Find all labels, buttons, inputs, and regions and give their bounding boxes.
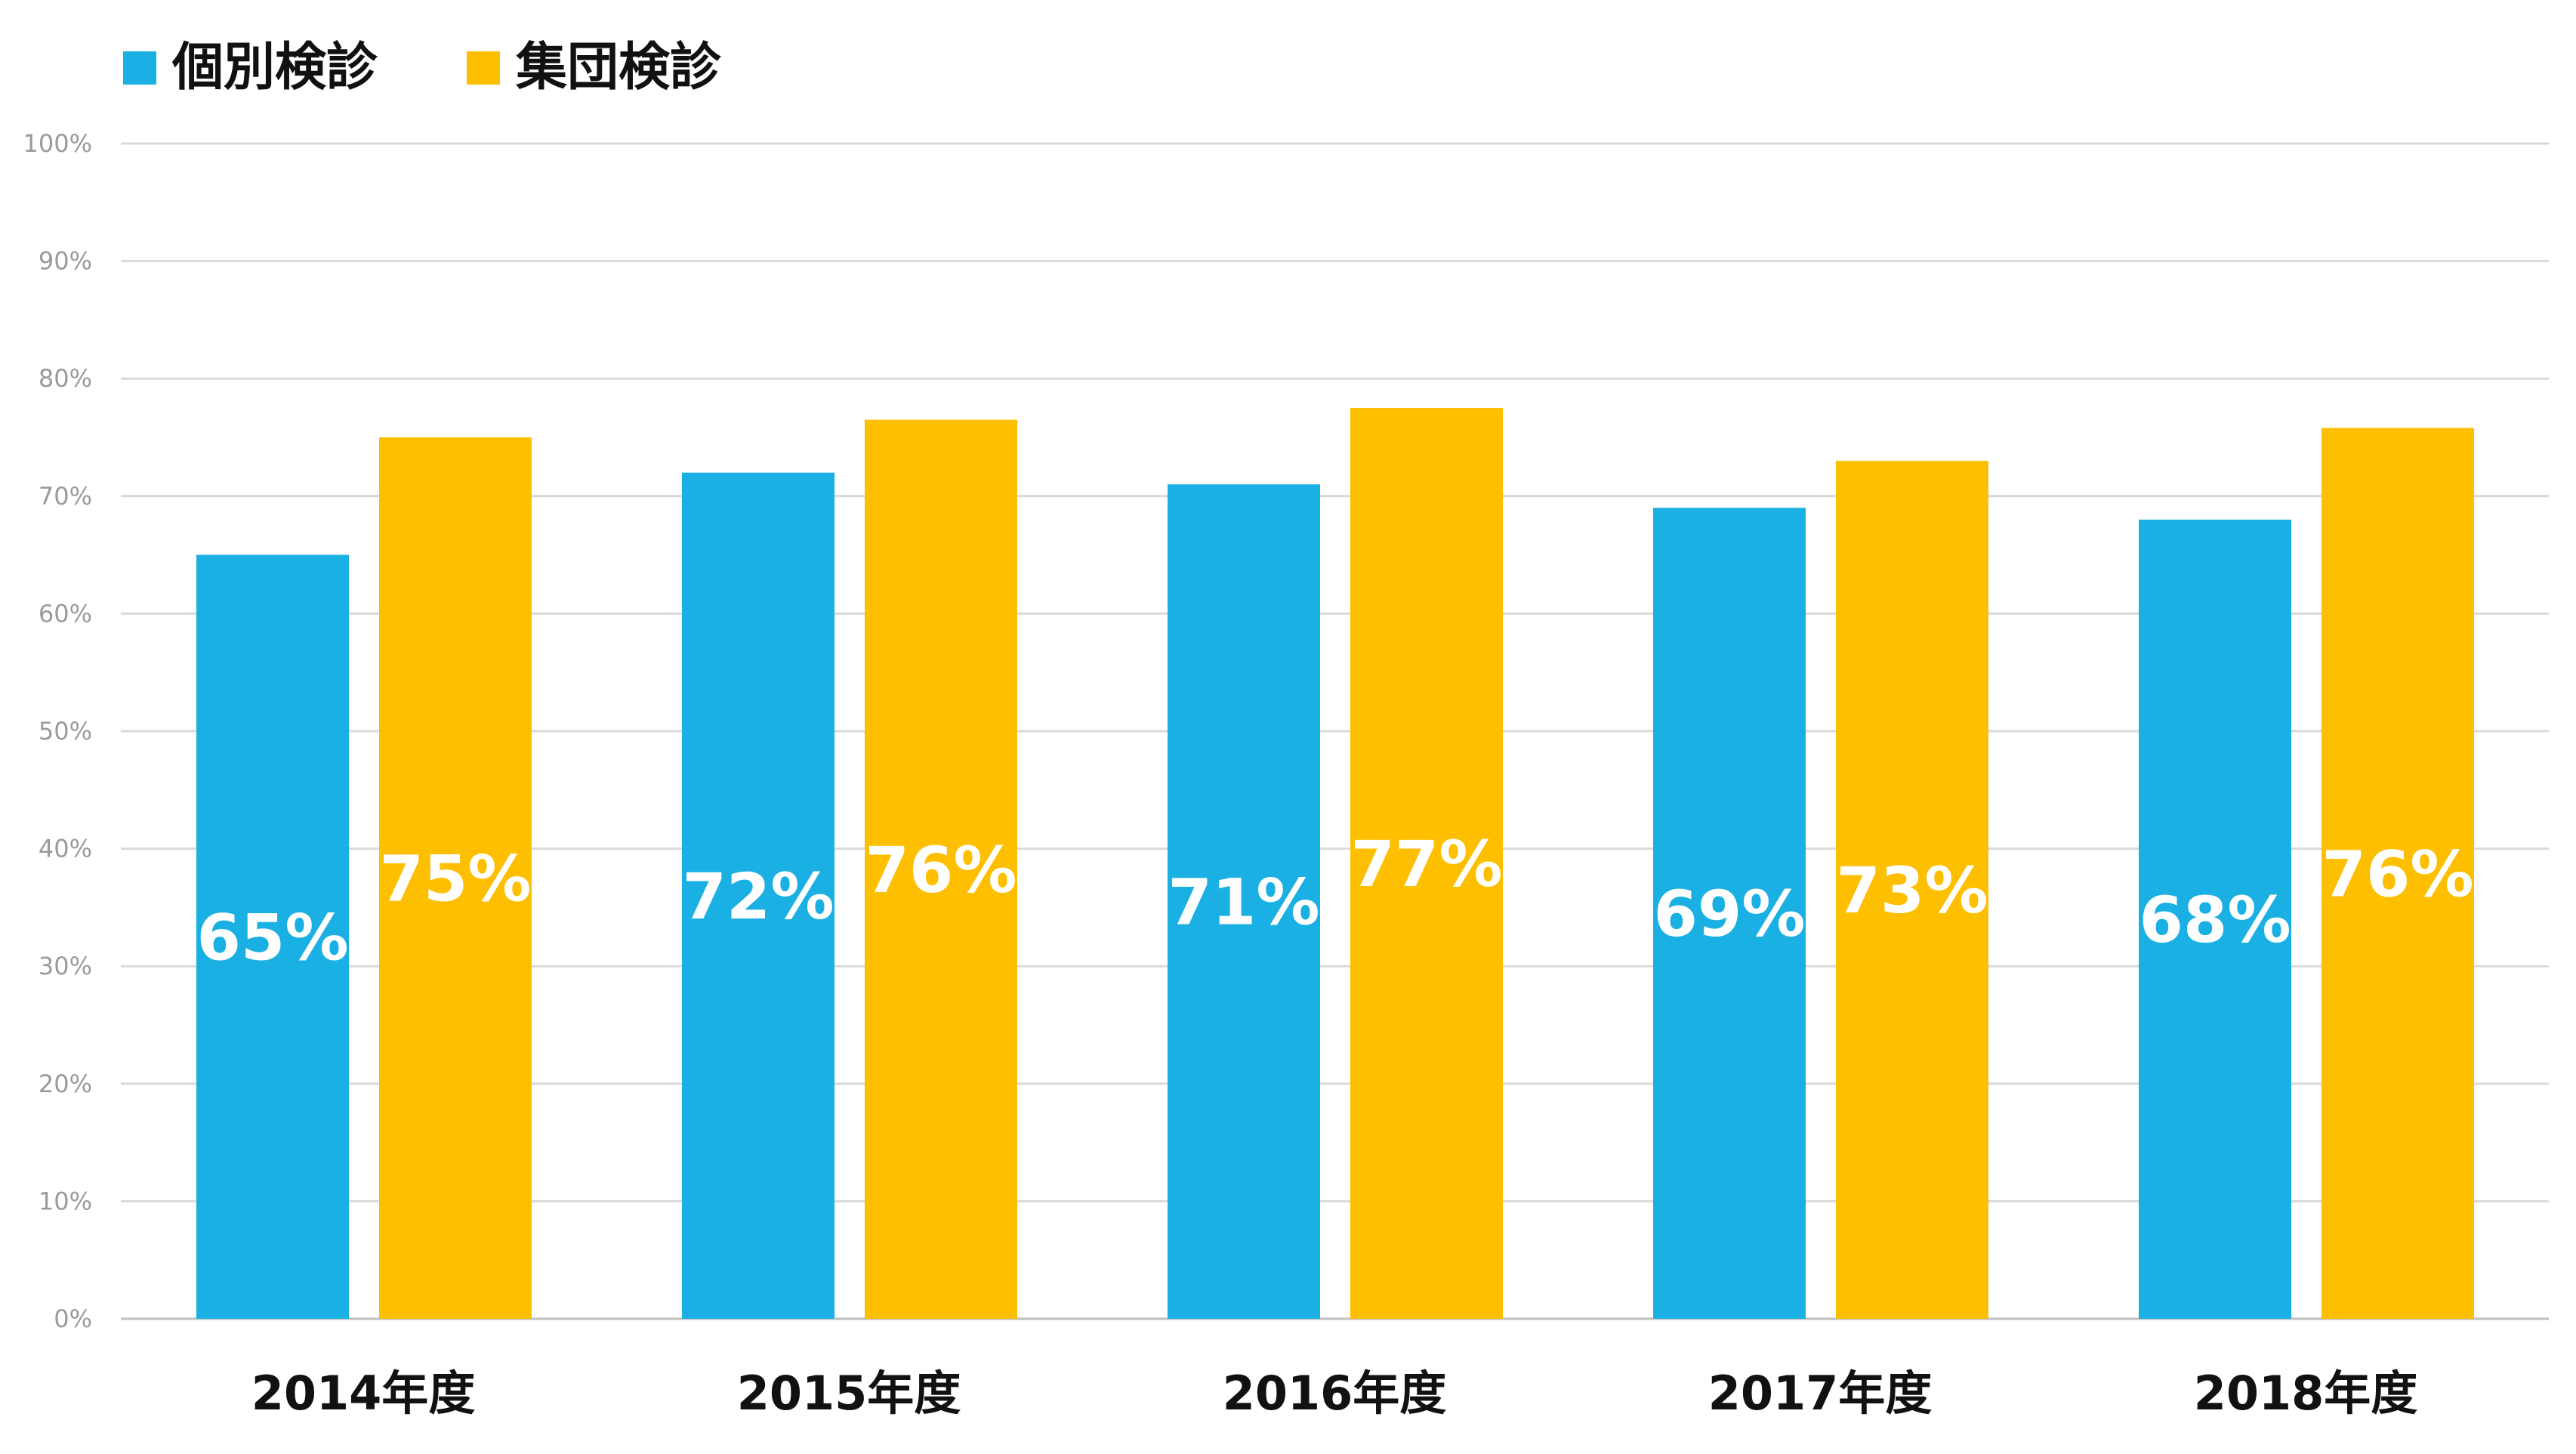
data-label-group-4: 76% [2321,837,2473,911]
data-label-group-0: 75% [379,842,531,916]
y-tick-label-5: 50% [39,717,92,746]
data-label-individual-0: 65% [196,900,348,974]
legend-swatch-group [467,51,500,85]
y-tick-label-9: 90% [39,247,92,276]
data-label-individual-4: 68% [2139,883,2291,957]
y-tick-label-6: 60% [39,599,92,628]
bar-group-2 [1350,408,1503,1319]
legend: 個別検診 集団検診 [123,38,722,97]
data-label-group-1: 76% [865,833,1017,907]
y-tick-label-8: 80% [39,364,92,393]
y-tick-label-2: 20% [39,1070,92,1098]
bar-individual-1 [682,472,835,1320]
bar-individual-0 [196,554,349,1319]
y-tick-label-10: 100% [23,129,92,158]
x-axis-tick-labels: 2014年度 2015年度 2016年度 2017年度 2018年度 [251,1366,2418,1421]
y-tick-label-1: 10% [39,1187,92,1215]
legend-label-group: 集団検診 [515,38,722,97]
x-tick-label-3: 2017年度 [1708,1366,1933,1421]
y-tick-label-7: 70% [39,482,92,511]
x-tick-label-1: 2015年度 [737,1366,961,1421]
data-label-individual-2: 71% [1168,866,1319,940]
bar-individual-2 [1168,484,1320,1319]
bar-group-0 [379,437,532,1319]
x-tick-label-0: 2014年度 [251,1366,476,1421]
y-tick-label-4: 40% [39,835,92,863]
bar-group-4 [2321,428,2474,1319]
data-label-individual-1: 72% [682,860,834,934]
bar-group-1 [865,419,1017,1320]
y-axis-tick-labels: 0% 10% 20% 30% 40% 50% 60% 70% 80% 90% 100% [23,129,92,1333]
data-label-group-2: 77% [1350,827,1502,901]
x-tick-label-2: 2016年度 [1223,1366,1447,1421]
data-label-group-3: 73% [1836,854,1988,928]
legend-swatch-individual [123,51,156,85]
bar-individual-4 [2139,519,2291,1320]
bar-group-3 [1836,461,1988,1319]
bars [196,408,2474,1320]
bar-individual-3 [1653,508,1806,1319]
data-labels: 65% 75% 72% 76% 71% 77% 69% 73% 68% 76% [196,827,2473,974]
y-tick-label-0: 0% [54,1304,92,1333]
x-tick-label-4: 2018年度 [2194,1366,2418,1421]
data-label-individual-3: 69% [1653,877,1805,951]
legend-label-individual: 個別検診 [171,38,378,97]
y-tick-label-3: 30% [39,952,92,980]
